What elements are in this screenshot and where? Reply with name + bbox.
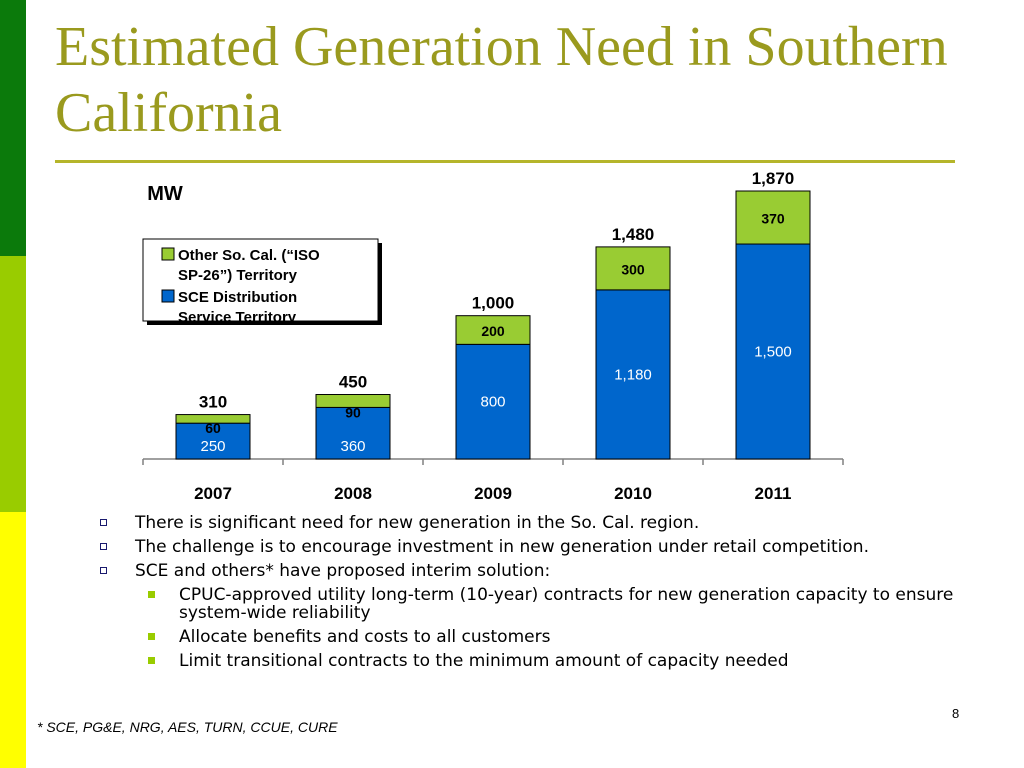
total-label: 1,000	[472, 294, 515, 313]
slide-title: Estimated Generation Need in Southern Ca…	[55, 16, 948, 144]
legend-box	[142, 238, 379, 322]
legend-swatch-other	[161, 247, 175, 261]
bar-segment-sce	[595, 289, 671, 460]
page-number: 8	[952, 706, 960, 721]
sub-bullet-item: CPUC-approved utility long-term (10-year…	[95, 586, 975, 622]
stacked-bar-chart: MW 250 60 310 2007 360 90 450 2008 800 200 1,000 200…	[142, 169, 844, 503]
bar-segment-other	[175, 414, 251, 424]
hollow-square-bullet-icon	[100, 567, 107, 574]
data-label-sce: 360	[340, 438, 365, 455]
filled-square-bullet-icon	[148, 633, 155, 640]
sub-bullet-item: Limit transitional contracts to the mini…	[95, 652, 975, 670]
bar-segment-sce	[175, 422, 251, 460]
legend-entry-text: Other So. Cal. (“ISO	[178, 247, 320, 264]
bar-segment-other	[455, 315, 531, 345]
legend-entry-text: SP-26”) Territory	[178, 267, 298, 284]
data-label-other: 200	[481, 323, 505, 339]
x-tick-label: 2011	[755, 484, 792, 503]
x-tick-label: 2008	[334, 484, 372, 503]
bar-segment-sce	[735, 243, 811, 460]
sub-bullet-item: Allocate benefits and costs to all custo…	[95, 628, 975, 646]
bar-segment-other	[595, 246, 671, 291]
bullet-text: There is significant need for new genera…	[135, 513, 700, 533]
legend-entry-text: SCE Distribution	[178, 289, 297, 306]
total-label: 1,870	[752, 169, 795, 188]
filled-square-bullet-icon	[148, 591, 155, 598]
data-label-other: 300	[621, 261, 645, 277]
sub-bullet-text: Allocate benefits and costs to all custo…	[179, 627, 551, 647]
data-label-other: 370	[761, 211, 785, 227]
bullet-list: There is significant need for new genera…	[95, 514, 975, 676]
bullet-item: The challenge is to encourage investment…	[95, 538, 975, 556]
data-label-sce: 800	[480, 394, 505, 411]
filled-square-bullet-icon	[148, 657, 155, 664]
decorative-stripe-bottom	[0, 512, 26, 768]
title-underline	[55, 160, 955, 163]
decorative-stripe-middle	[0, 256, 26, 512]
legend-entry-text: Service Territory	[178, 309, 297, 326]
data-label-sce: 1,180	[614, 366, 652, 383]
footnote: * SCE, PG&E, NRG, AES, TURN, CCUE, CURE	[37, 719, 338, 735]
bar-segment-sce	[315, 406, 391, 460]
sub-bullet-text: Limit transitional contracts to the mini…	[179, 651, 789, 671]
sub-bullet-text: CPUC-approved utility long-term (10-year…	[179, 585, 954, 623]
total-label: 450	[339, 373, 367, 392]
data-label-other: 60	[205, 420, 221, 436]
legend-swatch-sce	[161, 289, 175, 303]
bullet-item: There is significant need for new genera…	[95, 514, 975, 532]
total-label: 310	[199, 393, 227, 412]
decorative-stripe-top	[0, 0, 26, 256]
data-label-sce: 250	[200, 438, 225, 455]
bullet-text: The challenge is to encourage investment…	[135, 537, 869, 557]
bullet-item: SCE and others* have proposed interim so…	[95, 562, 975, 580]
bar-segment-other	[735, 190, 811, 245]
hollow-square-bullet-icon	[100, 543, 107, 550]
total-label: 1,480	[612, 225, 655, 244]
bar-segment-other	[315, 394, 391, 408]
x-tick-label: 2007	[194, 484, 232, 503]
bullet-text: SCE and others* have proposed interim so…	[135, 561, 551, 581]
x-tick-label: 2010	[614, 484, 652, 503]
hollow-square-bullet-icon	[100, 519, 107, 526]
unit-label: MW	[147, 183, 183, 205]
data-label-other: 90	[345, 404, 361, 420]
data-label-sce: 1,500	[754, 344, 792, 361]
x-tick-label: 2009	[474, 484, 512, 503]
